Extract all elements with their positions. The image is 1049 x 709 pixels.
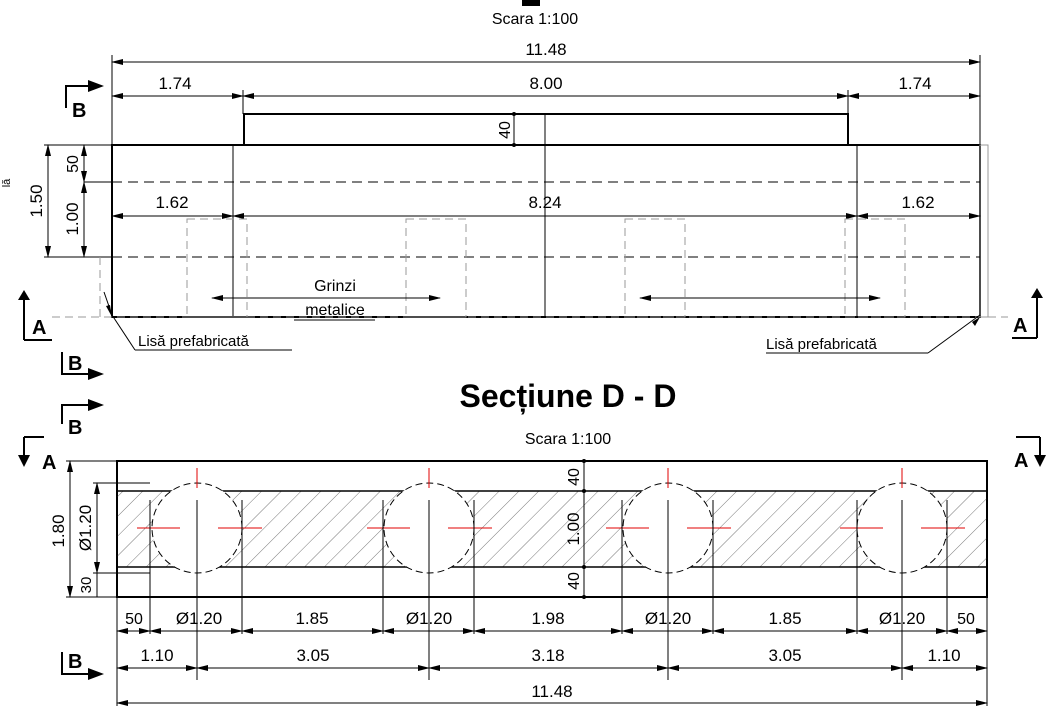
dd-row1-dim-1: 50	[125, 611, 143, 628]
svg-text:B: B	[72, 100, 86, 122]
svg-text:A: A	[1013, 315, 1027, 337]
svg-text:A: A	[1014, 450, 1028, 472]
dd-row2-dim-1: 1.10	[140, 646, 173, 665]
section-dd-scale: Scara 1:100	[525, 431, 611, 448]
mid-dim-left: 1.62	[155, 193, 188, 212]
section-marker-b-bottom: B	[61, 352, 104, 380]
dd-left-total: 1.80	[49, 514, 68, 547]
left-dim-lower: 1.00	[63, 202, 82, 235]
dd-row1-dim-2: Ø1.20	[176, 609, 222, 628]
svg-text:A: A	[32, 317, 46, 339]
section-marker-a-right: A	[1012, 288, 1043, 339]
top-dim-middle: 8.00	[529, 74, 562, 93]
dd-row2-dim-4: 3.05	[768, 646, 801, 665]
deck-outline-grey-right	[979, 144, 989, 318]
dd-row1-dim-9: 50	[957, 611, 975, 628]
dd-right-top: 40	[566, 468, 583, 486]
beams-label-line2: metalice	[305, 302, 365, 319]
top-view: Scara 1:100 11.48 1.74 8.00 1.74 40	[1, 0, 1043, 380]
title-fragment	[522, 0, 540, 6]
curb-height-dim: 40	[497, 121, 514, 139]
dd-overall-width: 11.48	[531, 682, 572, 701]
dd-row2-dim-5: 1.10	[927, 646, 960, 665]
dd-row1-dim-6: Ø1.20	[645, 609, 691, 628]
dd-row2-dim-2: 3.05	[296, 646, 329, 665]
dd-row1-dim-7: 1.85	[768, 609, 801, 628]
void-reference-lines	[116, 500, 988, 706]
rail-label-right: Lisă prefabricată	[766, 336, 878, 353]
section-marker-b-top: B	[65, 80, 104, 122]
section-dd: Secțiune D - D Scara 1:100 B A A B	[18, 378, 1046, 706]
left-dim-total: 1.50	[27, 184, 46, 217]
dd-row1-dim-5: 1.98	[531, 609, 564, 628]
mid-dim-right: 1.62	[901, 193, 934, 212]
edge-text-fragment: lă	[1, 178, 13, 187]
top-dim-left: 1.74	[158, 74, 191, 93]
section-marker-a-dd-left: A	[18, 436, 56, 474]
dd-left-diameter: Ø1.20	[76, 505, 95, 551]
section-marker-a-left: A	[18, 290, 52, 341]
dd-right-bottom: 40	[566, 572, 583, 590]
rail-label-left: Lisă prefabricată	[138, 333, 250, 350]
section-marker-b-dd-bottom: B	[61, 651, 104, 680]
deck-outline	[111, 144, 981, 318]
svg-text:B: B	[68, 651, 82, 673]
void-centerlines	[137, 468, 965, 529]
beams-label-line1: Grinzi	[314, 278, 356, 295]
svg-text:B: B	[68, 353, 82, 375]
section-marker-b-dd-top: B	[61, 399, 104, 439]
section-dd-title: Secțiune D - D	[460, 378, 677, 414]
left-dim-upper: 50	[65, 155, 82, 173]
svg-text:A: A	[42, 452, 56, 474]
curb-block	[243, 113, 849, 146]
dd-right-mid: 1.00	[564, 512, 583, 545]
dd-row1-dim-8: Ø1.20	[879, 609, 925, 628]
svg-text:B: B	[68, 417, 82, 439]
top-view-scale: Scara 1:100	[492, 11, 578, 28]
slab-hatch	[116, 490, 988, 568]
dd-left-bottom: 30	[78, 577, 95, 594]
top-dim-right: 1.74	[898, 74, 931, 93]
dd-row1-dim-3: 1.85	[295, 609, 328, 628]
mid-dim-middle: 8.24	[528, 193, 561, 212]
dd-row2-dim-3: 3.18	[531, 646, 564, 665]
section-marker-a-dd-right: A	[1014, 436, 1046, 472]
top-overall-width: 11.48	[525, 40, 566, 59]
dd-row1-dim-4: Ø1.20	[406, 609, 452, 628]
